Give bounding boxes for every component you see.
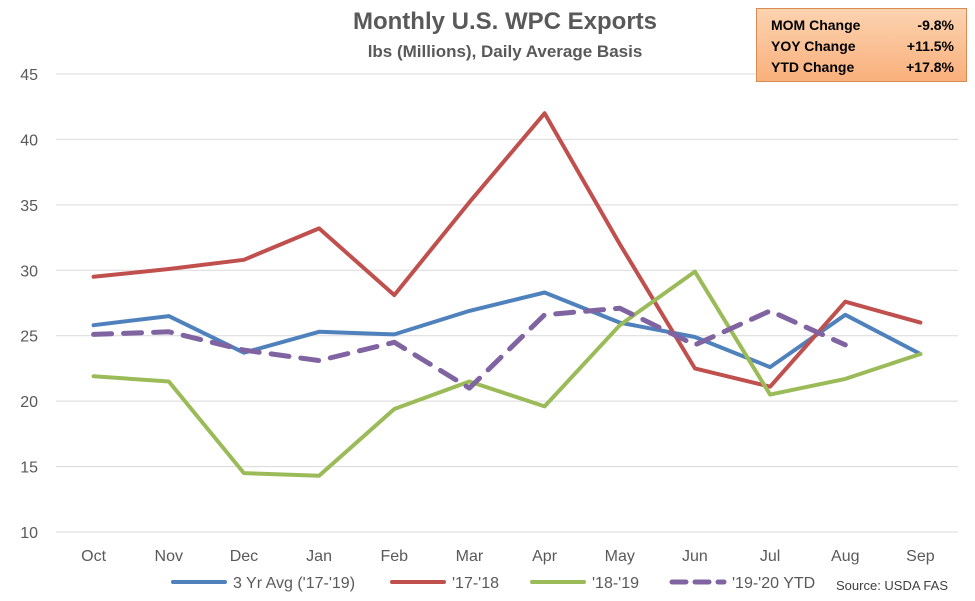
x-tick-label: Sep bbox=[906, 548, 935, 565]
legend-label: '18-'19 bbox=[592, 575, 639, 592]
y-tick-label: 40 bbox=[20, 132, 38, 149]
x-tick-label: Aug bbox=[831, 548, 859, 565]
stat-row-yoy: YOY Change +11.5% bbox=[771, 36, 954, 57]
y-tick-label: 10 bbox=[20, 525, 38, 542]
stat-value: +17.8% bbox=[906, 59, 954, 75]
chart-subtitle: lbs (Millions), Daily Average Basis bbox=[367, 42, 643, 61]
y-tick-label: 25 bbox=[20, 329, 38, 346]
change-stats-box: MOM Change -9.8% YOY Change +11.5% YTD C… bbox=[756, 8, 967, 82]
series-line bbox=[91, 111, 923, 389]
y-tick-label: 30 bbox=[20, 263, 38, 280]
y-tick-label: 20 bbox=[20, 394, 38, 411]
x-tick-label: Jun bbox=[682, 548, 708, 565]
x-tick-label: Apr bbox=[532, 548, 558, 565]
x-tick-label: Jul bbox=[760, 548, 780, 565]
x-tick-label: May bbox=[605, 548, 635, 565]
stat-label: YTD Change bbox=[771, 59, 855, 75]
stat-value: +11.5% bbox=[906, 38, 954, 54]
chart-title: Monthly U.S. WPC Exports bbox=[352, 8, 657, 35]
legend-label: 3 Yr Avg ('17-'19) bbox=[233, 575, 355, 592]
legend-label: '17-'18 bbox=[452, 575, 499, 592]
x-tick-label: Dec bbox=[230, 548, 258, 565]
stat-label: YOY Change bbox=[771, 38, 856, 54]
x-tick-label: Oct bbox=[81, 548, 106, 565]
source-note: Source: USDA FAS bbox=[836, 578, 948, 593]
x-tick-label: Feb bbox=[380, 548, 408, 565]
y-tick-label: 35 bbox=[20, 198, 38, 215]
stat-row-mom: MOM Change -9.8% bbox=[771, 15, 954, 36]
x-tick-label: Jan bbox=[306, 548, 332, 565]
series-line bbox=[91, 269, 923, 478]
y-tick-label: 15 bbox=[20, 460, 38, 477]
series-line bbox=[91, 305, 848, 391]
y-tick-label: 45 bbox=[20, 67, 38, 84]
x-tick-label: Nov bbox=[155, 548, 183, 565]
stat-label: MOM Change bbox=[771, 17, 861, 33]
legend-label: '19-'20 YTD bbox=[732, 575, 815, 592]
stat-value: -9.8% bbox=[917, 17, 954, 33]
stat-row-ytd: YTD Change +17.8% bbox=[771, 57, 954, 78]
x-tick-label: Mar bbox=[456, 548, 484, 565]
